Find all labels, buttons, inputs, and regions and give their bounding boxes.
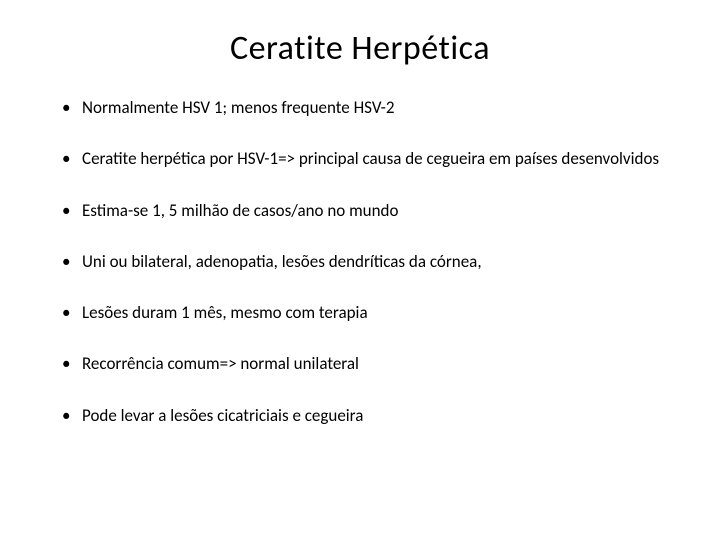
list-item: Uni ou bilateral, adenopatia, lesões den… bbox=[58, 251, 672, 272]
list-item: Normalmente HSV 1; menos frequente HSV-2 bbox=[58, 97, 672, 118]
list-item: Lesões duram 1 mês, mesmo com terapia bbox=[58, 302, 672, 323]
list-item: Estima-se 1, 5 milhão de casos/ano no mu… bbox=[58, 200, 672, 221]
bullet-list: Normalmente HSV 1; menos frequente HSV-2… bbox=[48, 97, 672, 426]
list-item: Pode levar a lesões cicatriciais e cegue… bbox=[58, 405, 672, 426]
slide-title: Ceratite Herpética bbox=[48, 28, 672, 69]
slide: Ceratite Herpética Normalmente HSV 1; me… bbox=[0, 0, 720, 540]
list-item: Recorrência comum=> normal unilateral bbox=[58, 353, 672, 374]
list-item: Ceratite herpética por HSV-1=> principal… bbox=[58, 148, 672, 169]
